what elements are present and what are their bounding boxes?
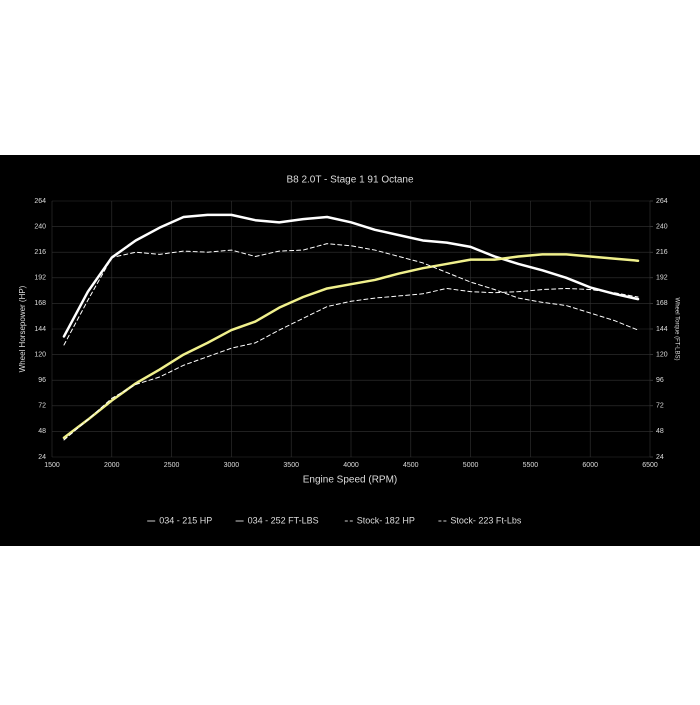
legend-label: 034 - 252 FT-LBS	[248, 515, 319, 525]
x-tick-label: 5500	[523, 462, 539, 469]
y-tick-label: 240	[34, 223, 46, 230]
y-tick-label: 192	[34, 275, 46, 282]
y-tick-label: 96	[38, 377, 46, 384]
y2-tick-label: 264	[656, 198, 668, 205]
x-axis-label: Engine Speed (RPM)	[303, 475, 398, 486]
y-axis-label: Wheel Horsepower (HP)	[18, 285, 27, 372]
y2-tick-label: 48	[656, 428, 664, 435]
y2-tick-label: 120	[656, 351, 668, 358]
y-tick-label: 24	[38, 454, 46, 461]
x-tick-label: 4000	[343, 462, 359, 469]
x-tick-label: 4500	[403, 462, 419, 469]
y2-tick-label: 216	[656, 249, 668, 256]
y2-tick-label: 72	[656, 403, 664, 410]
y-tick-label: 48	[38, 428, 46, 435]
y2-tick-label: 192	[656, 275, 668, 282]
x-tick-label: 5000	[463, 462, 479, 469]
legend-label: Stock- 182 HP	[357, 515, 415, 525]
y-tick-label: 264	[34, 198, 46, 205]
series-line	[63, 287, 639, 441]
x-tick-label: 2500	[164, 462, 180, 469]
legend-label: 034 - 215 HP	[159, 515, 212, 525]
x-tick-label: 6500	[642, 462, 658, 469]
series-line	[62, 213, 640, 338]
y2-tick-label: 24	[656, 454, 664, 461]
y-tick-label: 72	[38, 403, 46, 410]
chart-title: B8 2.0T - Stage 1 91 Octane	[286, 175, 414, 186]
x-tick-label: 3000	[224, 462, 240, 469]
y2-tick-label: 144	[656, 326, 668, 333]
legend-label: Stock- 223 Ft-Lbs	[450, 515, 522, 525]
y-tick-label: 168	[34, 300, 46, 307]
series-line	[63, 243, 639, 346]
series-line	[62, 253, 640, 440]
x-tick-label: 1500	[44, 462, 60, 469]
y2-tick-label: 168	[656, 300, 668, 307]
x-tick-label: 3500	[283, 462, 299, 469]
x-tick-label: 2000	[104, 462, 120, 469]
y-tick-label: 216	[34, 249, 46, 256]
y2-tick-label: 96	[656, 377, 664, 384]
y2-tick-label: 240	[656, 223, 668, 230]
y-tick-label: 120	[34, 351, 46, 358]
y-tick-label: 144	[34, 326, 46, 333]
y2-axis-label: Wheel Torque (FT-LBS)	[673, 298, 679, 361]
x-tick-label: 6000	[582, 462, 598, 469]
chart-background	[0, 155, 700, 546]
